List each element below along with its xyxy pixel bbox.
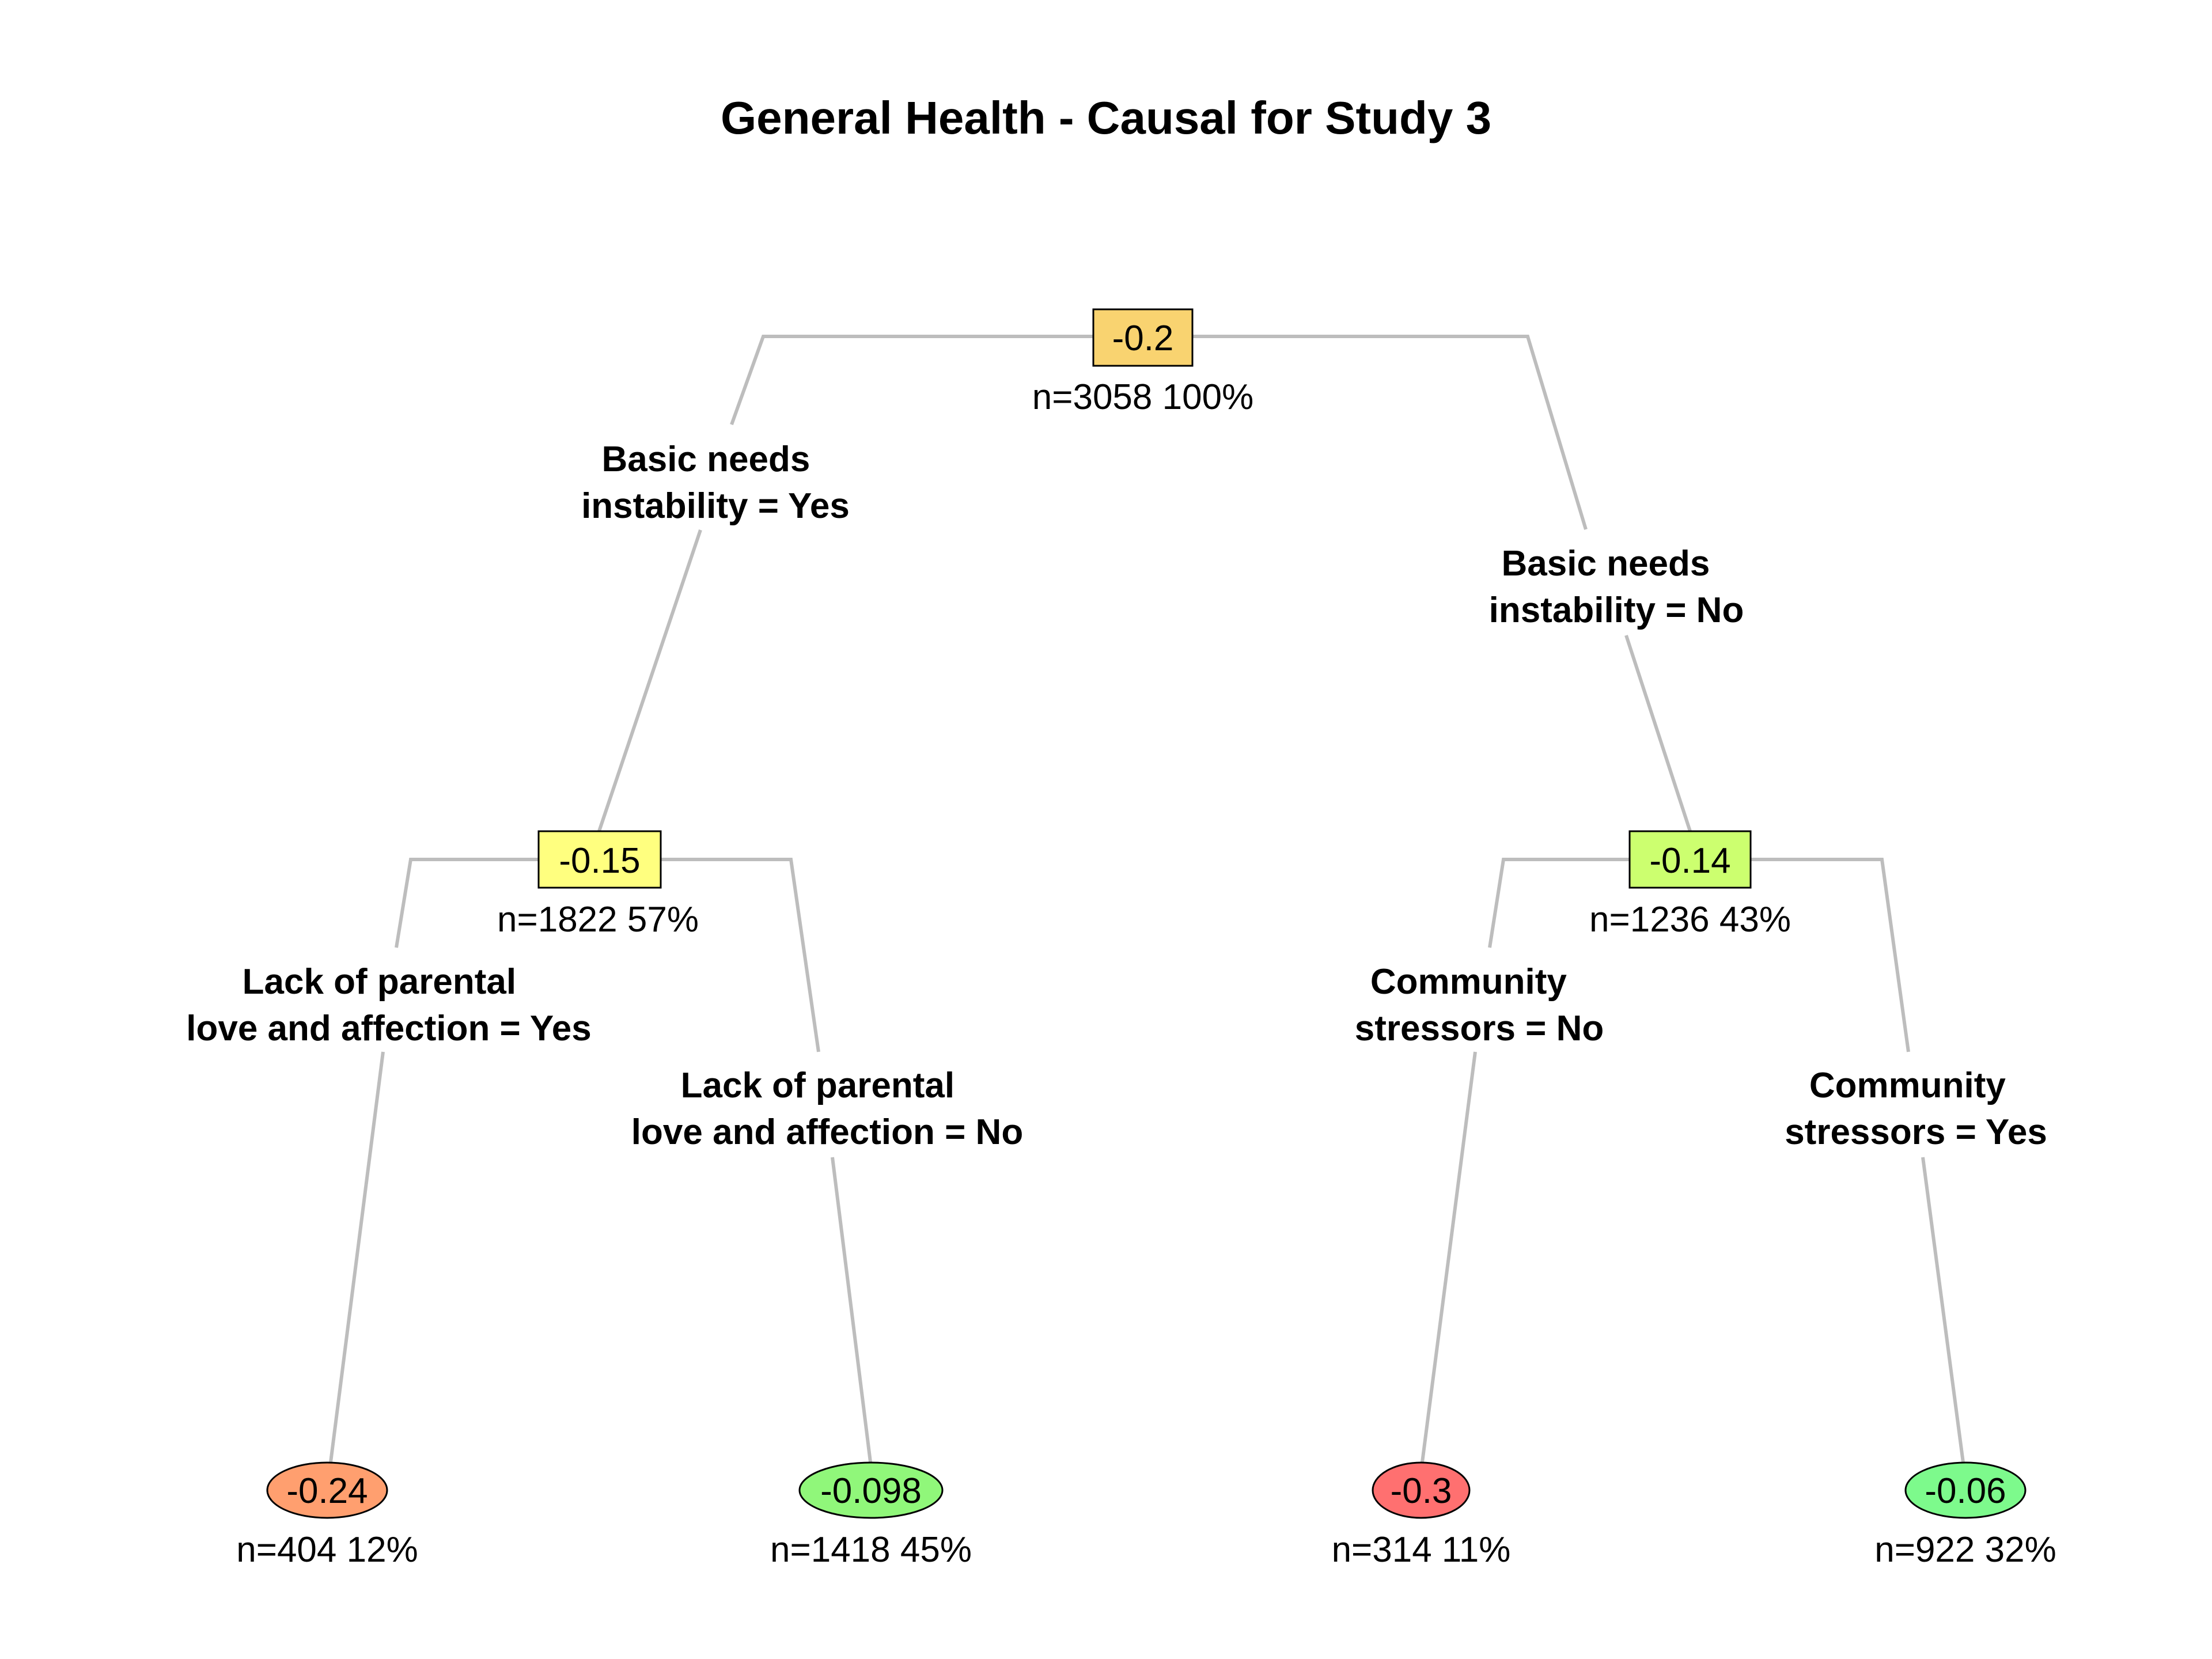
split-label-parental-no: Lack of parental love and affection = No [631,1066,1023,1152]
split-label-line: instability = Yes [581,486,850,526]
split-label-basic-needs-no: Basic needs instability = No [1489,544,1744,630]
right-node-box [1628,830,1752,889]
root-node-box [1092,308,1194,367]
edge-basic-yes-to-node [597,529,702,832]
right-node-count: n=1236 43% [1589,900,1791,940]
edge-root-left [730,335,1100,426]
split-label-line: Community [1370,962,1567,1002]
split-label-community-no: Community stressors = No [1355,962,1604,1048]
split-label-line: Lack of parental [243,962,516,1002]
edge-left-node-left [395,858,600,948]
diagram-title: General Health - Causal for Study 3 [721,92,1491,143]
split-label-community-yes: Community stressors = Yes [1785,1066,2047,1152]
split-label-line: Lack of parental [681,1066,955,1105]
split-label-line: instability = No [1489,590,1744,630]
edge-parental-yes-to-leaf [328,1051,385,1472]
edge-left-node-right [600,858,820,1052]
edge-community-yes-to-leaf [1921,1157,1966,1472]
right-node-value: -0.14 [1649,841,1730,881]
split-label-line: love and affection = Yes [186,1009,592,1048]
leaf-node-1-oval [266,1461,388,1519]
leaf-node-4-oval [1904,1461,2027,1519]
leaf-node-2-count: n=1418 45% [770,1530,972,1570]
split-label-basic-needs-yes: Basic needs instability = Yes [581,440,850,526]
leaf-node-4-count: n=922 32% [1874,1530,2056,1570]
edge-parental-no-to-leaf [831,1157,873,1472]
leaf-node-1-value: -0.24 [286,1471,368,1511]
split-label-parental-yes: Lack of parental love and affection = Ye… [186,962,592,1048]
split-label-line: Community [1809,1066,2006,1105]
edge-right-node-left [1488,858,1690,948]
left-node-count: n=1822 57% [497,900,699,940]
leaf-node-4-value: -0.06 [1925,1471,2006,1511]
left-node-box [537,830,662,889]
leaf-node-2-oval [798,1461,944,1519]
leaf-node-1-count: n=404 12% [236,1530,418,1570]
split-label-line: love and affection = No [631,1112,1023,1152]
split-label-line: stressors = No [1355,1009,1604,1048]
split-label-line: Basic needs [601,440,810,479]
edge-right-node-right [1690,858,1910,1052]
left-node-value: -0.15 [559,841,640,881]
leaf-node-3-count: n=314 11% [1332,1530,1511,1570]
leaf-node-2-value: -0.098 [820,1471,922,1511]
edge-root-right [1106,335,1588,530]
leaf-node-3-oval [1372,1461,1471,1519]
root-node-count: n=3058 100% [1032,377,1253,417]
split-label-line: Basic needs [1501,544,1710,584]
edge-basic-no-to-node [1624,635,1692,832]
split-label-line: stressors = Yes [1785,1112,2047,1152]
root-node-value: -0.2 [1112,319,1174,358]
leaf-node-3-value: -0.3 [1391,1471,1452,1511]
edge-community-no-to-leaf [1419,1051,1477,1472]
